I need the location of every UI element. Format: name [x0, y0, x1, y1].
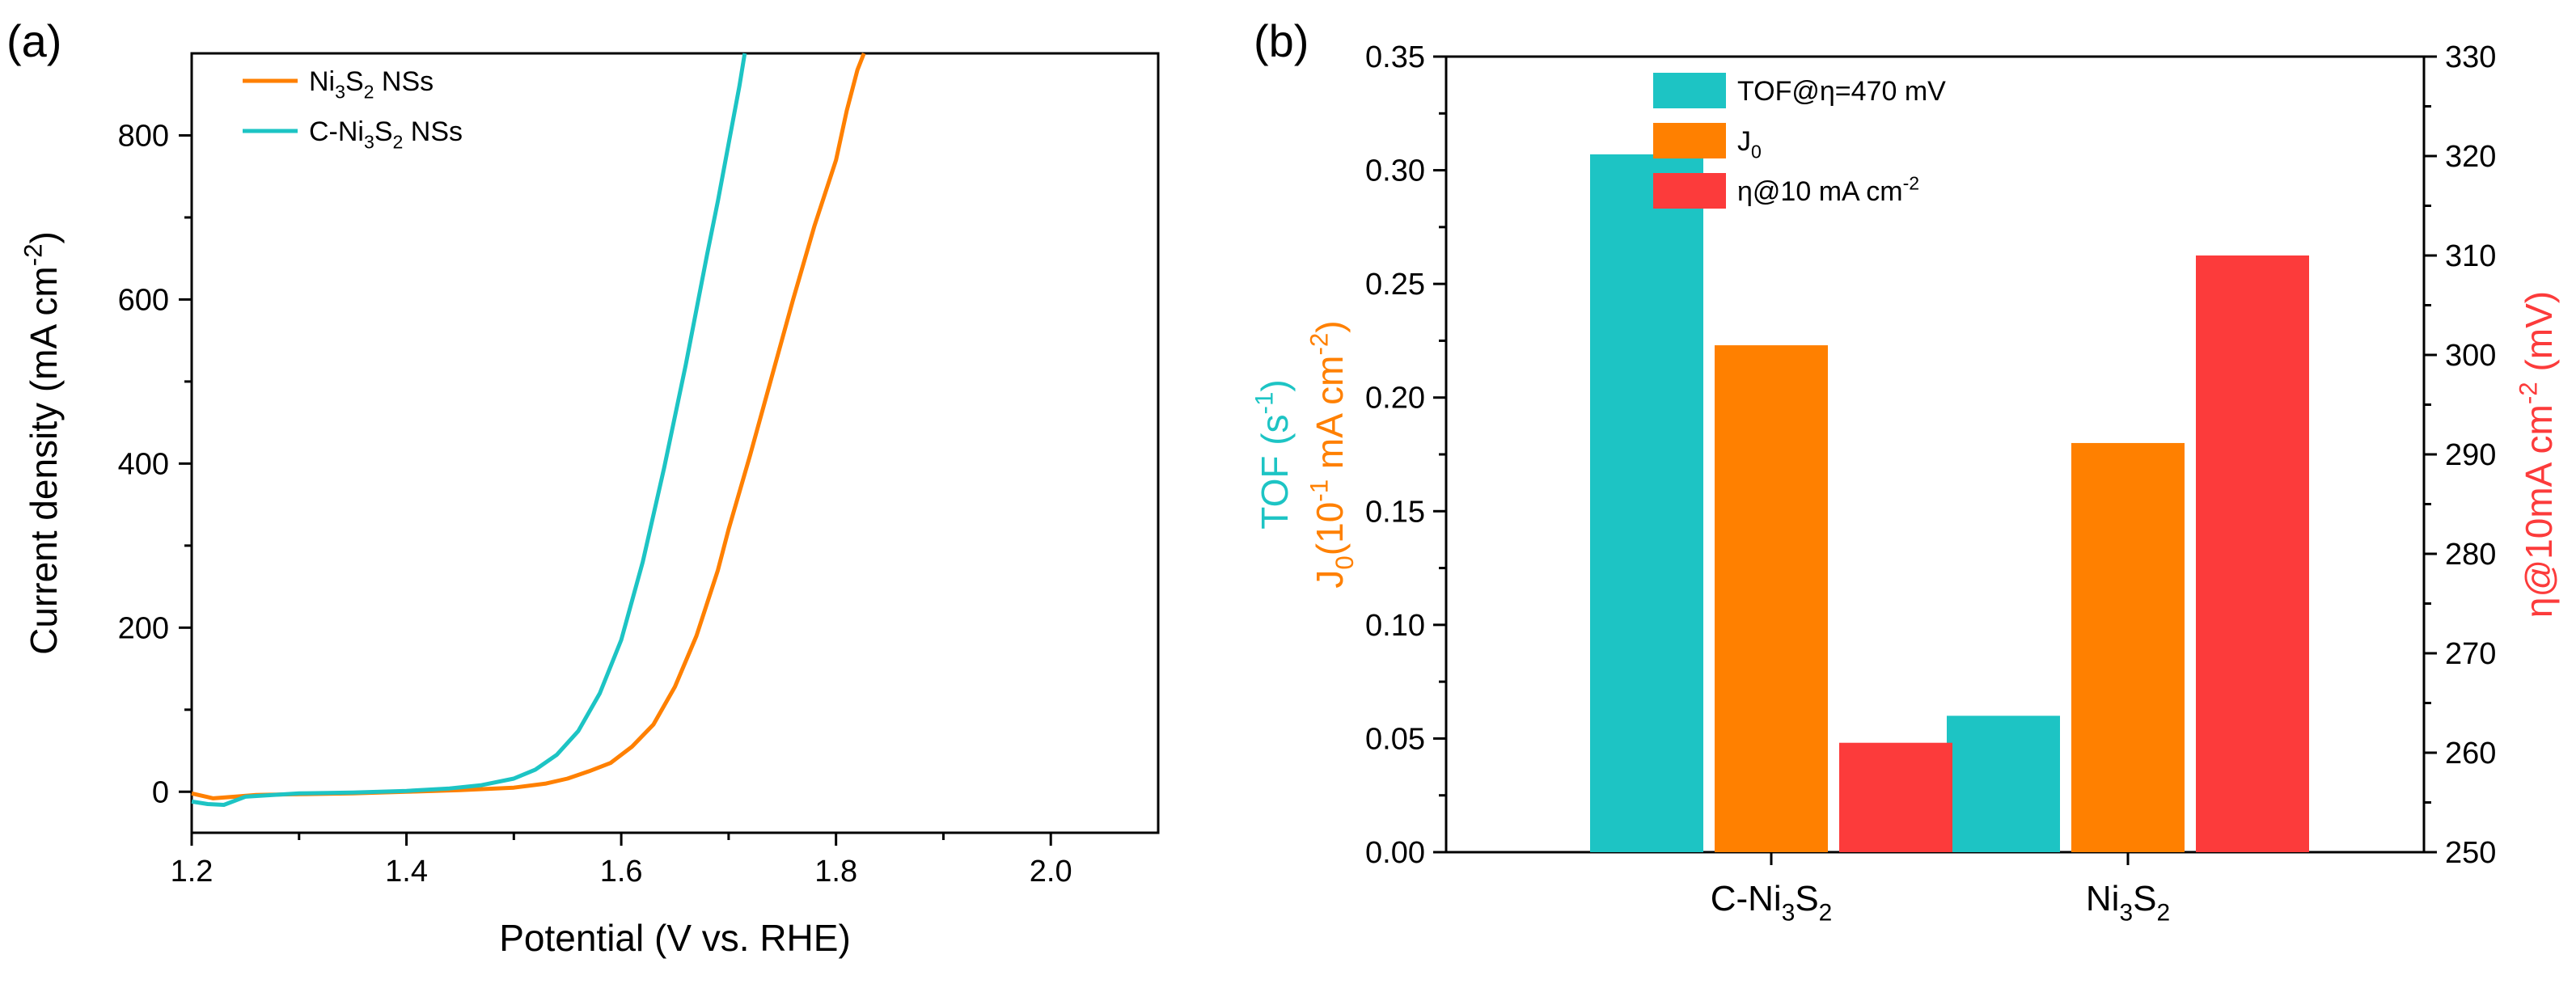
x-tick-label-a: 1.2	[171, 855, 214, 889]
left-axis-label-j0-text: J0(10-1 mA cm-2)	[1305, 320, 1359, 588]
right-tick-label-b: 260	[2445, 737, 2496, 771]
left-tick-label-b: 0.10	[1365, 609, 1425, 643]
x-axis-label-a: Potential (V vs. RHE)	[499, 917, 851, 959]
bar-red-1	[1839, 742, 1952, 852]
right-tick-label-b: 270	[2445, 637, 2496, 671]
y-axis-label-text-a: Current density (mA cm-2)	[19, 231, 65, 655]
right-tick-label-b: 320	[2445, 140, 2496, 174]
panel-label-a: (a)	[6, 15, 61, 66]
series-line-1	[191, 53, 866, 800]
y-tick-label-a: 800	[118, 119, 169, 153]
series-line-2	[191, 53, 747, 807]
category-label-b: Ni3S2	[2086, 879, 2170, 926]
legend-label-b: η@10 mA cm-2	[1737, 172, 1919, 207]
right-axis-label-text: η@10mA cm-2 (mV)	[2515, 291, 2560, 618]
bar-teal-2	[1947, 716, 2060, 852]
left-tick-label-b: 0.35	[1365, 40, 1425, 74]
y-tick-label-a: 600	[118, 283, 169, 317]
left-axis-label-j0: J0(10-1 mA cm-2)	[1305, 320, 1359, 588]
x-tick-label-a: 1.6	[600, 855, 643, 889]
left-tick-label-b: 0.00	[1365, 836, 1425, 870]
legend-swatch-b	[1653, 73, 1726, 108]
chart-a: 1.2 1.4 1.6 1.8 2.0 0 200 400 600 800 Potential (V…	[6, 15, 1160, 959]
y-tick-label-a: 200	[118, 611, 169, 645]
legend-swatch-b	[1653, 173, 1726, 209]
y-axis-label-a: Current density (mA cm-2)	[19, 231, 65, 655]
category-label-b: C-Ni3S2	[1711, 879, 1833, 926]
left-tick-label-b: 0.15	[1365, 495, 1425, 529]
bar-orange-2	[2071, 442, 2185, 852]
right-tick-label-b: 290	[2445, 438, 2496, 472]
right-axis-label: η@10mA cm-2 (mV)	[2515, 291, 2560, 618]
plot-frame-a	[190, 52, 1160, 834]
left-tick-label-b: 0.25	[1365, 268, 1425, 302]
legend-label-b: TOF@η=470 mV	[1737, 76, 1946, 107]
x-tick-label-a: 1.8	[814, 855, 857, 889]
legend-swatch-b	[1653, 123, 1726, 158]
left-tick-label-b: 0.30	[1365, 154, 1425, 188]
panel-label-b: (b)	[1254, 15, 1309, 66]
right-tick-label-b: 280	[2445, 538, 2496, 572]
left-axis-label-tof-text: TOF (s-1)	[1250, 379, 1296, 529]
right-tick-label-b: 330	[2445, 40, 2496, 74]
legend-label-a: C-Ni3S2 NSs	[309, 116, 463, 153]
bar-teal-1	[1590, 154, 1703, 853]
right-tick-label-b: 300	[2445, 339, 2496, 373]
bar-red-2	[2196, 255, 2309, 852]
legend-label-b: J0	[1737, 126, 1762, 163]
x-tick-label-a: 2.0	[1030, 855, 1072, 889]
y-tick-label-a: 0	[152, 775, 169, 809]
left-axis-label-tof: TOF (s-1)	[1250, 379, 1296, 529]
legend-label-a: Ni3S2 NSs	[309, 66, 434, 103]
right-tick-label-b: 310	[2445, 239, 2496, 273]
y-tick-label-a: 400	[118, 447, 169, 481]
left-tick-label-b: 0.05	[1365, 722, 1425, 756]
right-tick-label-b: 250	[2445, 836, 2496, 870]
x-tick-label-a: 1.4	[385, 855, 428, 889]
bar-orange-1	[1715, 345, 1828, 853]
chart-b: 0.00 0.05 0.10 0.15 0.20 0.25 0.30 0.35 250 260 27…	[1250, 15, 2560, 926]
left-tick-label-b: 0.20	[1365, 382, 1425, 416]
